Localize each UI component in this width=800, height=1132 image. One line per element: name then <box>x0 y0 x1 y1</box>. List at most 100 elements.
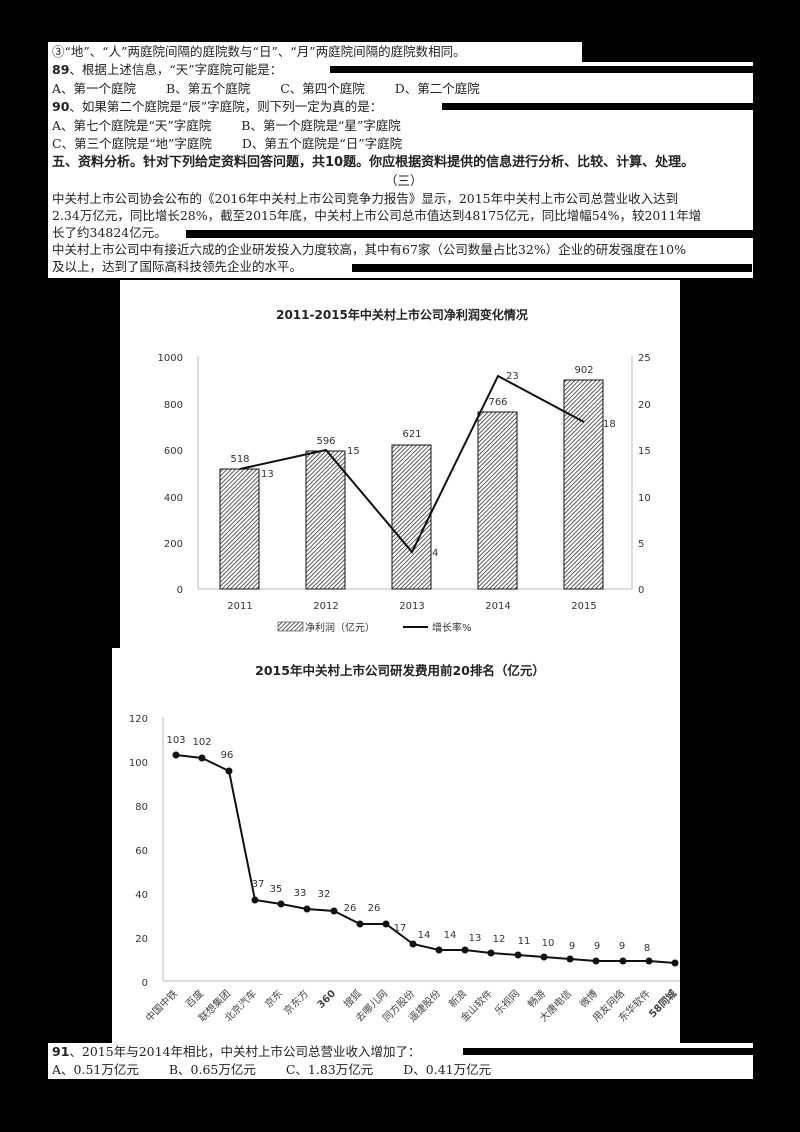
svg-text:5: 5 <box>638 539 644 550</box>
redaction-bar <box>463 1048 760 1055</box>
question-number: 91 <box>52 1044 70 1059</box>
option-b[interactable]: B、0.65万亿元 <box>168 1062 256 1077</box>
question-91-options: A、0.51万亿元 B、0.65万亿元 C、1.83万亿元 D、0.41万亿元 <box>52 1061 517 1079</box>
question-89: 89、根据上述信息，“天”字庭院可能是： <box>52 61 282 79</box>
left-ticks: 0 200 400 600 800 1000 <box>158 353 183 596</box>
bar-2013 <box>391 444 432 590</box>
option-a[interactable]: A、第一个庭院 <box>52 81 137 96</box>
svg-text:23: 23 <box>506 371 519 382</box>
svg-text:2011: 2011 <box>227 601 252 612</box>
svg-text:13: 13 <box>469 933 482 944</box>
svg-text:新浪: 新浪 <box>446 987 469 1010</box>
rd-spending-chart-svg: 2015年中关村上市公司研发费用前20排名（亿元） 0 20 40 60 80 … <box>129 663 682 1024</box>
svg-text:17: 17 <box>394 923 407 934</box>
svg-text:乐视网: 乐视网 <box>492 987 522 1017</box>
option-d[interactable]: D、0.41万亿元 <box>403 1062 492 1077</box>
svg-text:0: 0 <box>177 585 183 596</box>
section-subheading: （三） <box>385 173 423 188</box>
para1-line1: 中关村上市公司协会公布的《2016年中关村上市公司竞争力报告》显示，2015年中… <box>52 191 679 206</box>
question-91: 91、2015年与2014年相比，中关村上市公司总营业收入增加了： <box>52 1043 421 1061</box>
svg-text:微博: 微博 <box>577 987 600 1010</box>
para1-line3: 长了约34824亿元。 <box>52 225 167 240</box>
x-ticks: 2011 2012 2013 2014 2015 <box>227 601 596 612</box>
svg-text:13: 13 <box>261 469 274 480</box>
svg-text:2013: 2013 <box>399 601 424 612</box>
net-profit-chart-svg: 2011-2015年中关村上市公司净利润变化情况 0 200 400 600 8… <box>158 307 651 634</box>
option-d[interactable]: D、第五个庭院是“日”字庭院 <box>241 136 403 151</box>
option-c[interactable]: C、1.83万亿元 <box>285 1062 374 1077</box>
section-block <box>48 154 753 244</box>
svg-text:32: 32 <box>318 889 331 900</box>
svg-text:766: 766 <box>488 397 507 408</box>
redaction-bar <box>330 66 760 73</box>
svg-text:40: 40 <box>135 890 148 901</box>
condition-3-strip <box>48 42 582 62</box>
bar-labels: 518 596 621 766 902 <box>230 365 593 465</box>
option-b[interactable]: B、第五个庭院 <box>166 81 251 96</box>
rd-spending-labels: 103 102 96 37 35 33 32 26 26 17 14 14 13… <box>166 735 650 954</box>
condition-3: ③“地”、“人”两庭院间隔的庭院数与“日”、“月”两庭院间隔的庭院数相同。 <box>52 44 466 59</box>
svg-text:京东方: 京东方 <box>281 987 311 1017</box>
svg-text:100: 100 <box>129 758 148 769</box>
svg-text:400: 400 <box>164 493 183 504</box>
svg-text:百度: 百度 <box>183 987 206 1010</box>
svg-text:360: 360 <box>316 988 339 1011</box>
question-number: 89 <box>52 62 70 77</box>
svg-text:596: 596 <box>316 436 335 447</box>
svg-text:35: 35 <box>270 884 283 895</box>
legend: 净利润（亿元） 增长率% <box>277 621 472 634</box>
bar-2014 <box>477 411 518 590</box>
redaction-bar <box>352 264 752 272</box>
svg-text:600: 600 <box>164 446 183 457</box>
option-b[interactable]: B、第一个庭院是“星”字庭院 <box>241 118 401 133</box>
svg-text:18: 18 <box>603 419 616 430</box>
question-number: 90 <box>52 99 70 114</box>
svg-text:10: 10 <box>542 938 555 949</box>
para1-line2: 2.34万亿元，同比增长28%，截至2015年底，中关村上市公司总市值达到481… <box>52 208 702 223</box>
svg-text:25: 25 <box>638 353 651 364</box>
option-a[interactable]: A、0.51万亿元 <box>52 1062 139 1077</box>
svg-text:103: 103 <box>166 735 185 746</box>
legend-bar-swatch <box>277 621 304 632</box>
chart-title: 2015年中关村上市公司研发费用前20排名（亿元） <box>255 663 545 678</box>
bar-2015 <box>563 379 604 590</box>
option-c[interactable]: C、第三个庭院是“地”字庭院 <box>52 136 212 151</box>
svg-text:9: 9 <box>569 941 575 952</box>
bar-2012 <box>305 450 346 590</box>
svg-text:15: 15 <box>347 446 360 457</box>
line-labels: 13 15 4 23 18 <box>261 371 616 559</box>
question-90: 90、如果第二个庭院是“辰”字庭院，则下列一定为真的是： <box>52 98 382 116</box>
option-a[interactable]: A、第七个庭院是“天”字庭院 <box>52 118 212 133</box>
para2-line1: 中关村上市公司中有接近六成的企业研发投入力度较高，其中有67家（公司数量占比32… <box>52 242 686 257</box>
svg-text:14: 14 <box>418 930 431 941</box>
para2-line2: 及以上，达到了国际高科技领先企业的水平。 <box>52 259 303 274</box>
svg-text:京东: 京东 <box>262 987 285 1010</box>
svg-text:621: 621 <box>402 429 421 440</box>
svg-text:8: 8 <box>644 943 650 954</box>
svg-text:120: 120 <box>129 714 148 725</box>
question-stem: 、根据上述信息，“天”字庭院可能是： <box>69 62 283 77</box>
bars <box>219 379 604 590</box>
rd-spending-chart: 2015年中关村上市公司研发费用前20排名（亿元） 0 20 40 60 80 … <box>112 648 682 1043</box>
option-c[interactable]: C、第四个庭院 <box>280 81 365 96</box>
svg-text:518: 518 <box>230 454 249 465</box>
question-89-options: A、第一个庭院 B、第五个庭院 C、第四个庭院 D、第二个庭院 <box>52 80 506 98</box>
svg-text:11: 11 <box>518 936 531 947</box>
svg-text:37: 37 <box>252 879 265 890</box>
svg-text:800: 800 <box>164 400 183 411</box>
net-profit-chart: 2011-2015年中关村上市公司净利润变化情况 0 200 400 600 8… <box>120 280 680 648</box>
svg-text:58同城: 58同城 <box>646 987 679 1020</box>
svg-text:2012: 2012 <box>313 601 338 612</box>
option-d[interactable]: D、第二个庭院 <box>394 81 480 96</box>
svg-text:搜狐: 搜狐 <box>341 987 364 1010</box>
bar-2011 <box>219 468 260 590</box>
svg-text:26: 26 <box>368 903 381 914</box>
chart-title: 2011-2015年中关村上市公司净利润变化情况 <box>276 307 528 322</box>
right-ticks: 0 5 10 15 20 25 <box>638 353 651 596</box>
svg-text:200: 200 <box>164 539 183 550</box>
svg-text:0: 0 <box>142 978 148 989</box>
svg-text:4: 4 <box>432 548 438 559</box>
question-90-options-row1: A、第七个庭院是“天”字庭院 B、第一个庭院是“星”字庭院 <box>52 117 427 135</box>
redaction-bar <box>442 103 760 110</box>
svg-text:14: 14 <box>444 930 457 941</box>
